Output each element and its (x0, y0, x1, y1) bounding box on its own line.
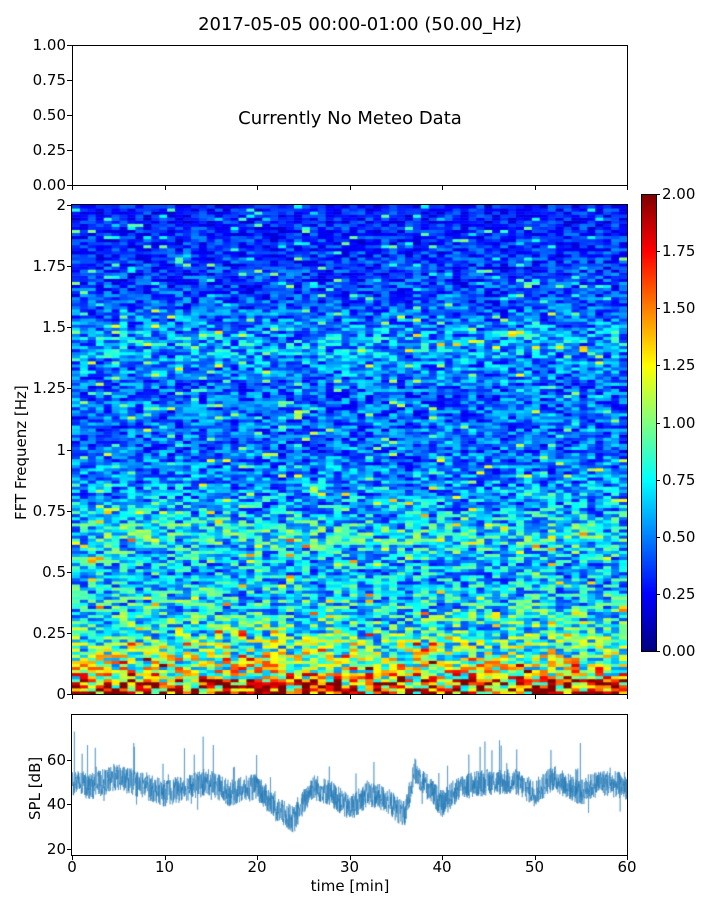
colorbar-tick-label: 0.75 (662, 470, 696, 489)
x-tick (534, 694, 536, 699)
meteo-y-tick (67, 185, 72, 186)
spl-y-tick (67, 804, 72, 806)
x-tick (72, 185, 73, 190)
x-tick (257, 185, 258, 190)
freq-y-tick (67, 327, 72, 329)
x-tick-label: 50 (524, 858, 545, 876)
spl-y-tick (67, 759, 72, 761)
freq-y-tick (67, 449, 72, 451)
freq-y-tick-label: 1 (56, 440, 66, 459)
x-tick-label: 20 (247, 858, 267, 876)
x-tick-label: 10 (154, 858, 175, 876)
meteo-y-tick-label: 0.25 (32, 141, 66, 159)
spl-frame (71, 714, 628, 856)
x-tick-label: 30 (339, 858, 360, 876)
freq-y-tick-label: 1.5 (42, 318, 66, 337)
x-tick (164, 855, 166, 860)
x-tick (257, 694, 258, 699)
spectrogram-heatmap (72, 205, 627, 694)
spectrogram-frame (71, 204, 628, 695)
freq-y-tick (67, 571, 72, 573)
x-tick-label: 60 (617, 858, 637, 876)
meteo-y-tick-label: 1.00 (32, 36, 66, 54)
colorbar-tick-label: 1.00 (662, 413, 696, 432)
colorbar-tick (656, 479, 660, 481)
freq-y-tick (67, 694, 72, 695)
x-tick-label: 40 (432, 858, 452, 876)
x-tick (164, 694, 166, 699)
meteo-panel: Currently No Meteo Data (72, 45, 628, 186)
spl-y-tick-label: 40 (46, 795, 66, 814)
colorbar-tick (656, 422, 660, 424)
colorbar-tick-label: 1.75 (662, 242, 696, 261)
colorbar-tick-label: 0.00 (662, 642, 696, 660)
x-axis-label-text: time [min] (310, 877, 390, 895)
spl-y-tick-label: 60 (46, 750, 66, 769)
freq-y-tick (67, 205, 72, 206)
freq-y-tick-label: 1.75 (32, 257, 66, 276)
x-tick (534, 185, 536, 190)
colorbar-tick-label: 0.25 (662, 584, 696, 603)
x-tick (349, 855, 351, 860)
colorbar-tick-label: 0.50 (662, 527, 696, 546)
spl-y-tick-label: 20 (46, 839, 66, 858)
meteo-y-tick-label: 0.00 (32, 176, 66, 194)
colorbar-tick (656, 308, 660, 310)
colorbar-frame (641, 194, 657, 652)
colorbar-tick (656, 251, 660, 253)
meteo-y-tick (67, 80, 72, 81)
colorbar-tick-label: 2.00 (662, 185, 696, 203)
x-tick (72, 855, 73, 860)
x-tick-label: 0 (67, 858, 77, 876)
freq-y-tick-label: 0.75 (32, 501, 66, 520)
figure-title: 2017-05-05 00:00-01:00 (50.00_Hz) (198, 14, 522, 35)
x-tick (349, 185, 351, 190)
x-tick (627, 694, 628, 699)
x-tick (442, 185, 443, 190)
freq-y-tick (67, 266, 72, 268)
x-tick (627, 185, 628, 190)
colorbar-tick (656, 194, 660, 195)
freq-y-tick-label: 2 (56, 196, 66, 214)
spl-y-tick (67, 848, 72, 850)
colorbar-tick-label: 1.50 (662, 299, 696, 318)
colorbar-tick-label: 1.25 (662, 356, 696, 375)
x-tick (257, 855, 258, 860)
x-tick (442, 855, 443, 860)
freq-y-tick (67, 388, 72, 390)
x-tick (627, 855, 628, 860)
freq-y-tick-label: 0.25 (32, 623, 66, 642)
colorbar (641, 194, 656, 651)
freq-y-tick-label: 0.5 (42, 562, 66, 581)
x-tick (534, 855, 536, 860)
freq-y-tick (67, 510, 72, 512)
x-axis-label: time [min] (0, 877, 700, 895)
freq-y-tick (67, 632, 72, 634)
freq-y-tick-label: 1.25 (32, 379, 66, 398)
spl-line (72, 715, 627, 855)
x-tick (442, 694, 443, 699)
freq-y-tick-label: 0 (56, 685, 66, 703)
x-tick (349, 694, 351, 699)
meteo-y-tick (67, 150, 72, 151)
no-data-annotation: Currently No Meteo Data (238, 108, 462, 129)
colorbar-tick (656, 593, 660, 595)
x-tick (164, 185, 166, 190)
colorbar-tick (656, 651, 660, 652)
meteo-y-tick (67, 115, 72, 116)
meteo-y-tick (67, 45, 72, 46)
meteo-y-tick-label: 0.75 (32, 71, 66, 89)
colorbar-tick (656, 365, 660, 367)
colorbar-tick (656, 536, 660, 538)
x-tick (72, 694, 73, 699)
meteo-y-tick-label: 0.50 (32, 106, 66, 124)
